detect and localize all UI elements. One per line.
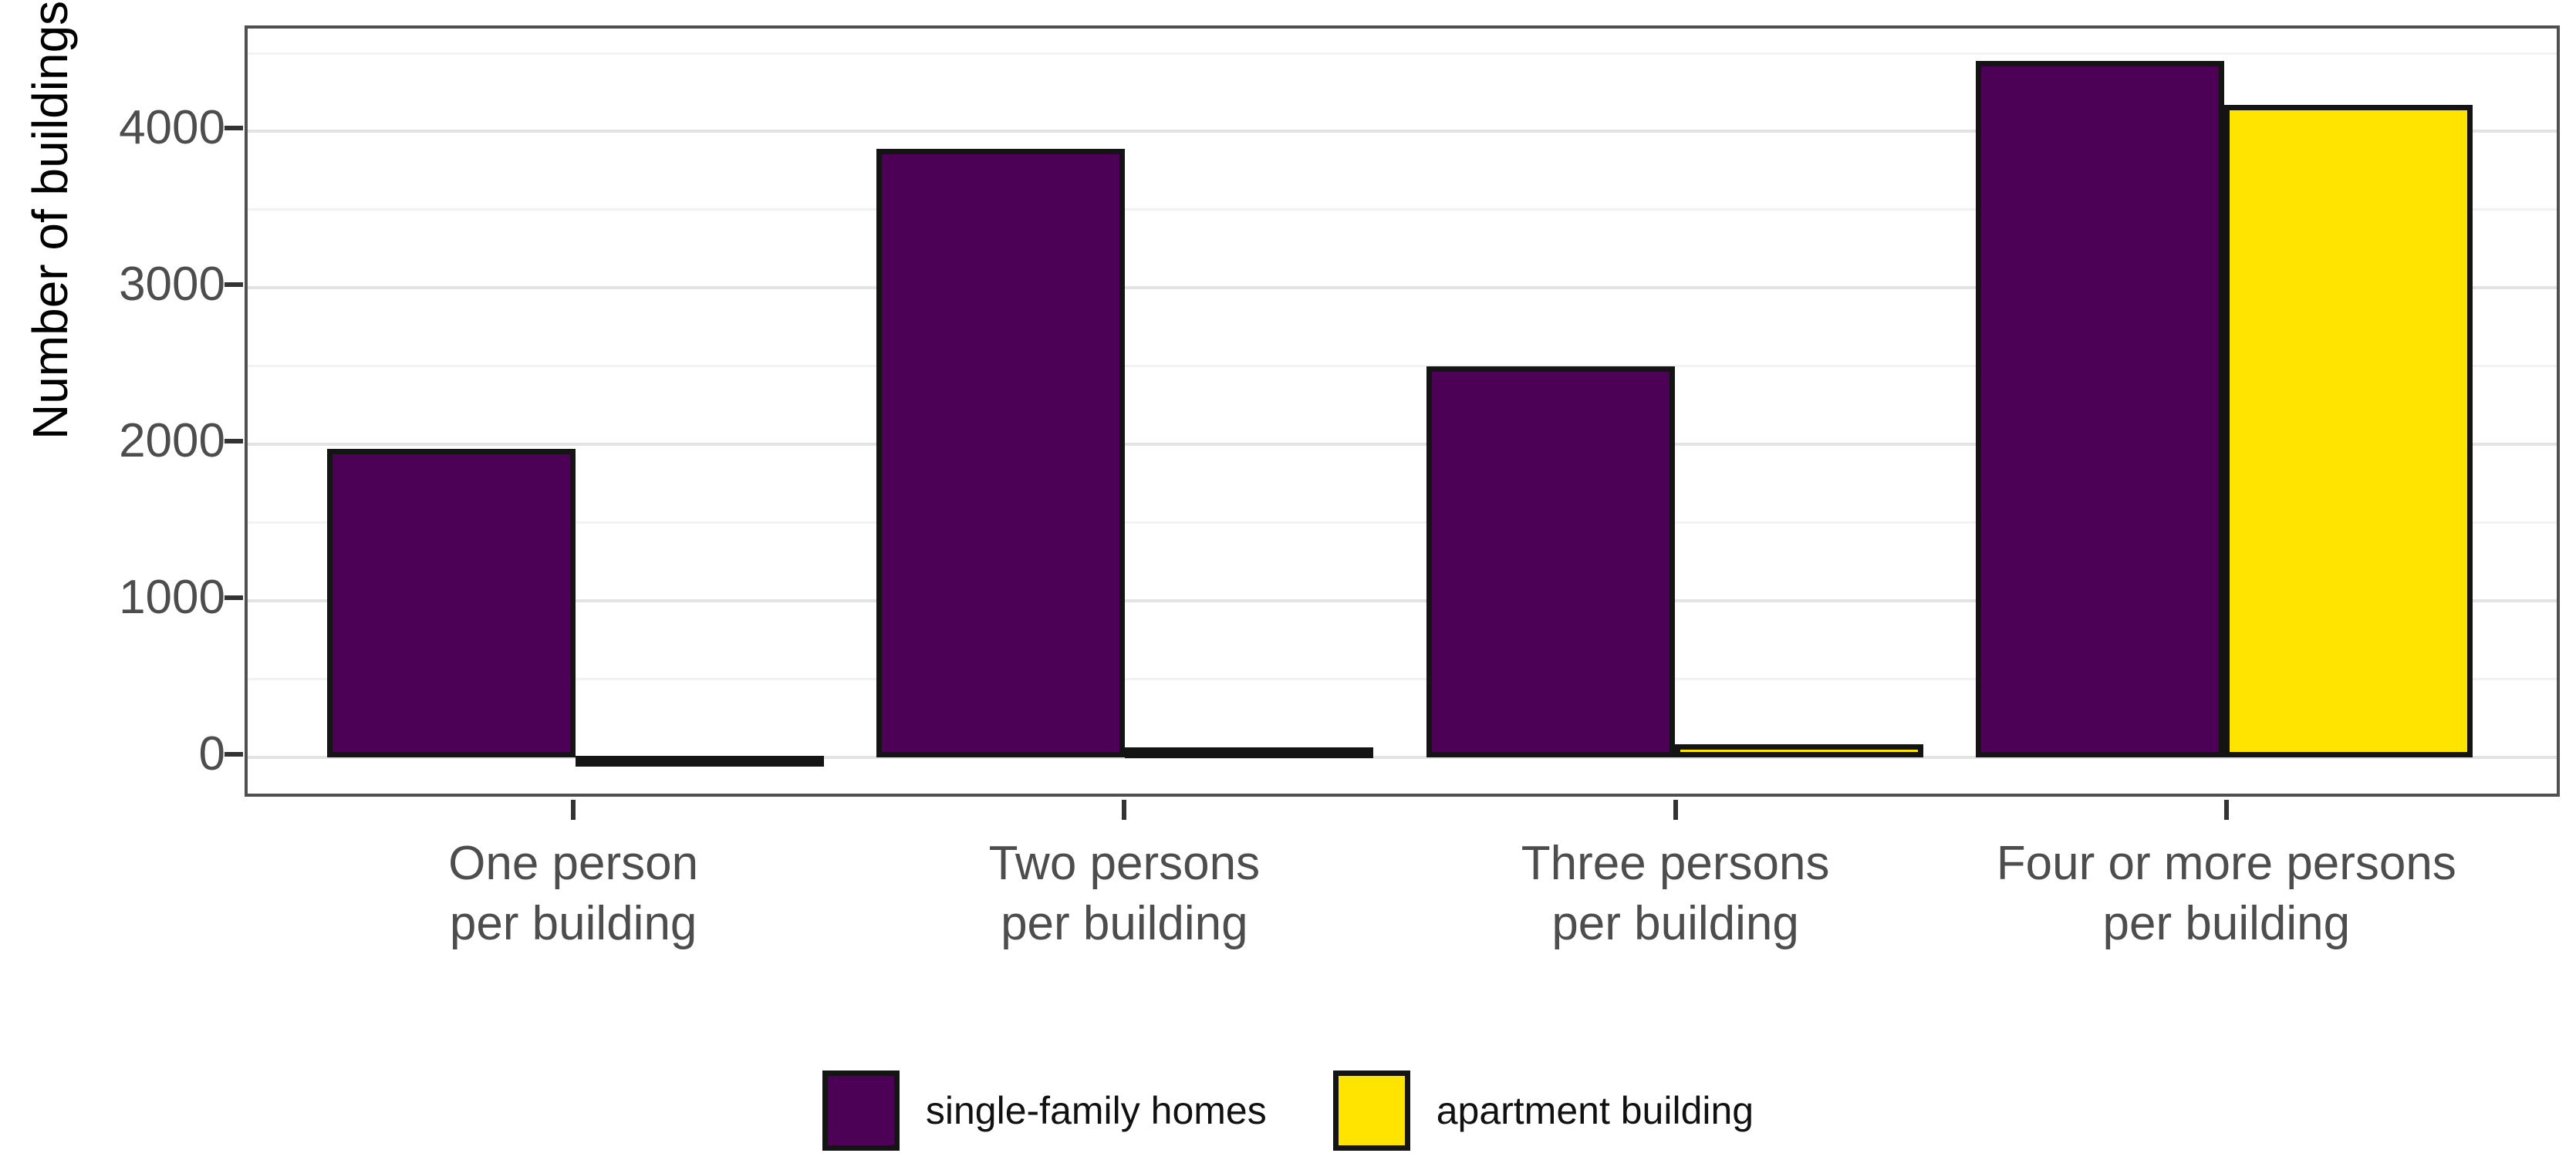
x-axis-tick xyxy=(2223,800,2229,820)
gridline-major xyxy=(248,599,2557,603)
x-axis-category-label: Four or more persons per building xyxy=(1996,837,2456,950)
gridline-minor xyxy=(248,678,2557,681)
y-axis-title: Number of buildings xyxy=(22,0,78,440)
gridline-major xyxy=(248,130,2557,133)
legend-item-single-family-homes: single-family homes xyxy=(822,1071,1267,1151)
y-axis-tick xyxy=(225,282,243,288)
bar-single-family-homes-cat2 xyxy=(876,148,1126,758)
legend-swatch xyxy=(822,1071,900,1151)
x-axis-category-label: One person per building xyxy=(448,837,699,950)
y-axis-tick xyxy=(225,595,243,601)
gridline-minor xyxy=(248,52,2557,55)
legend-label: single-family homes xyxy=(925,1089,1267,1132)
x-axis-tick xyxy=(1673,800,1678,820)
legend: single-family homes apartment building xyxy=(0,1071,2576,1151)
gridline-major xyxy=(248,443,2557,447)
y-axis-tick-label: 0 xyxy=(198,727,225,781)
bar-apartment-building-cat4 xyxy=(2224,105,2473,757)
bar-apartment-building-cat3 xyxy=(1674,743,1923,757)
x-axis-tick xyxy=(1122,800,1127,820)
legend-label: apartment building xyxy=(1436,1089,1754,1132)
y-axis-tick-label: 3000 xyxy=(119,258,225,312)
bar-single-family-homes-cat3 xyxy=(1426,366,1675,757)
y-axis-tick-label: 4000 xyxy=(119,101,225,155)
y-axis-tick-label: 2000 xyxy=(119,414,225,468)
legend-swatch xyxy=(1332,1071,1410,1151)
bar-apartment-building-cat1 xyxy=(576,756,825,767)
bar-apartment-building-cat2 xyxy=(1125,747,1374,758)
gridline-minor xyxy=(248,521,2557,524)
gridline-major xyxy=(248,286,2557,290)
legend-item-apartment-building: apartment building xyxy=(1332,1071,1754,1151)
y-axis-tick xyxy=(225,439,243,444)
x-axis-category-label: Three persons per building xyxy=(1521,837,1830,950)
x-axis-category-label: Two persons per building xyxy=(988,837,1261,950)
gridline-minor xyxy=(248,208,2557,211)
gridline-major xyxy=(248,756,2557,760)
y-axis-tick-label: 1000 xyxy=(119,571,225,625)
plot-panel xyxy=(245,25,2560,797)
bar-single-family-homes-cat1 xyxy=(326,449,576,758)
y-axis-tick xyxy=(225,126,243,131)
gridline-minor xyxy=(248,365,2557,368)
x-axis-tick xyxy=(571,800,576,820)
bar-single-family-homes-cat4 xyxy=(1975,61,2224,757)
y-axis-tick xyxy=(225,752,243,757)
